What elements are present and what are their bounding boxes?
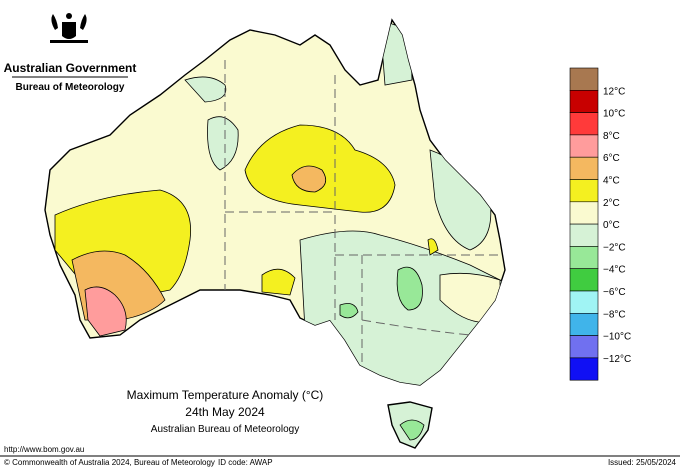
anomaly-region <box>261 268 296 296</box>
id-code: ID code: AWAP <box>218 458 273 467</box>
legend-swatch <box>569 335 599 359</box>
legend-swatch <box>569 268 599 292</box>
url: http://www.bom.gov.au <box>4 445 84 454</box>
legend-label: −4°C <box>603 265 626 276</box>
map-title: Maximum Temperature Anomaly (°C) <box>127 388 324 402</box>
legend-swatch <box>569 223 599 247</box>
legend-swatch <box>569 134 599 158</box>
anomaly-region <box>291 165 327 193</box>
anomaly-region <box>399 419 425 441</box>
legend-label: 10°C <box>603 109 625 120</box>
legend-label: 6°C <box>603 153 620 164</box>
legend-swatch <box>569 312 599 336</box>
legend-label: 8°C <box>603 131 620 142</box>
state-border <box>224 60 505 375</box>
legend-label: −10°C <box>603 332 631 343</box>
legend-label: 4°C <box>603 176 620 187</box>
anomaly-region <box>207 116 239 171</box>
legend-swatch <box>569 201 599 225</box>
legend-swatch <box>569 67 599 91</box>
legend-label: −8°C <box>603 309 626 320</box>
map-source: Australian Bureau of Meteorology <box>151 424 299 435</box>
legend-swatch <box>569 112 599 136</box>
agency-name: Bureau of Meteorology <box>16 82 125 93</box>
government-name: Australian Government <box>4 61 137 75</box>
legend-swatch <box>569 90 599 113</box>
anomaly-region <box>84 286 127 337</box>
legend-swatch <box>569 156 599 180</box>
anomaly-region <box>184 76 227 103</box>
legend-swatch <box>569 179 599 203</box>
legend-label: 12°C <box>603 86 625 97</box>
anomaly-region <box>427 238 439 256</box>
anomaly-region <box>339 303 359 319</box>
legend-label: −6°C <box>603 287 626 298</box>
legend-label: −2°C <box>603 242 626 253</box>
copyright: © Commonwealth of Australia 2024, Bureau… <box>4 458 215 467</box>
anomaly-region <box>396 266 423 311</box>
coat-of-arms <box>50 13 88 43</box>
legend-label: 2°C <box>603 198 620 209</box>
legend-label: −12°C <box>603 354 631 365</box>
legend: 12°C 10°C 8°C 6°C 4°C 2°C 0°C −2°C −4°C −6°C −8°C −… <box>569 67 631 381</box>
legend-swatch <box>569 246 599 269</box>
issued: Issued: 25/05/2024 <box>608 458 677 467</box>
legend-swatch <box>569 357 599 381</box>
legend-label: 0°C <box>603 220 620 231</box>
legend-swatch <box>569 290 599 314</box>
map-date: 24th May 2024 <box>185 405 265 419</box>
